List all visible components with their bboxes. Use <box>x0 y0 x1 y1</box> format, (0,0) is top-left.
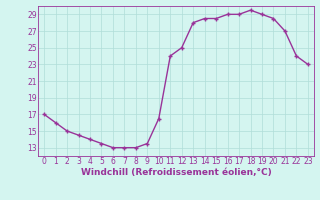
X-axis label: Windchill (Refroidissement éolien,°C): Windchill (Refroidissement éolien,°C) <box>81 168 271 177</box>
